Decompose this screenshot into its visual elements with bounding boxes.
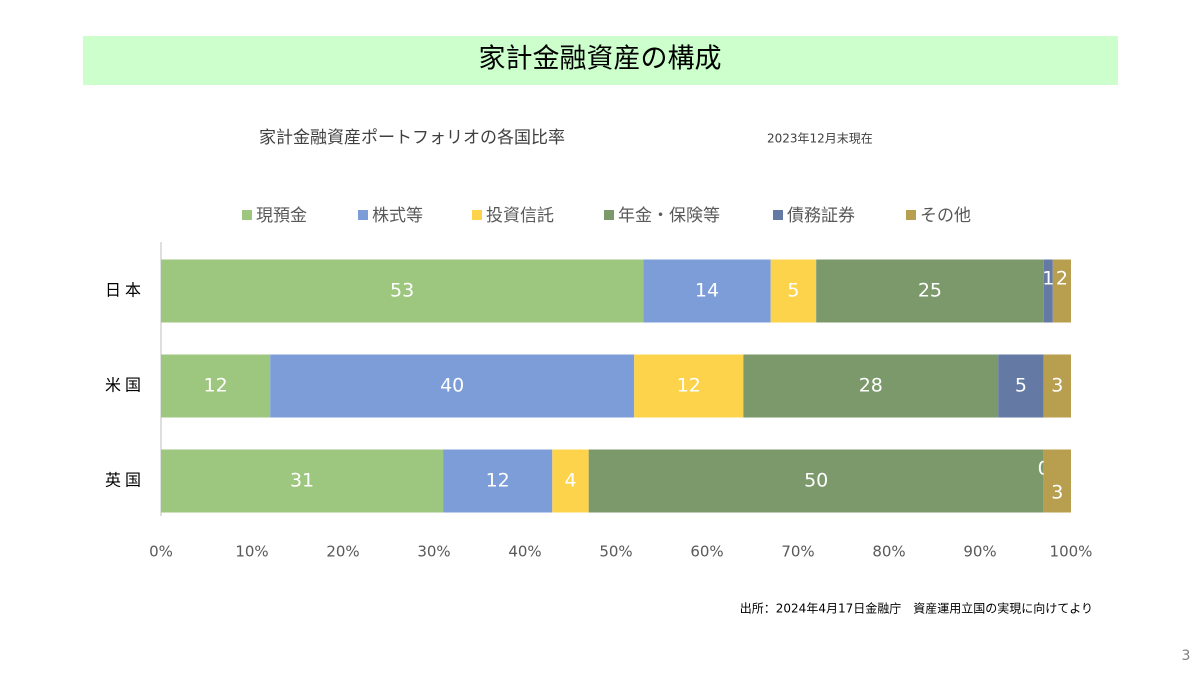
data-label: 5 bbox=[1015, 375, 1027, 397]
x-tick-label: 70% bbox=[781, 543, 814, 561]
data-label: 4 bbox=[564, 470, 576, 492]
data-label: 50 bbox=[804, 470, 828, 492]
data-label: 12 bbox=[677, 375, 701, 397]
bar-segment bbox=[1052, 259, 1071, 323]
data-label: 2 bbox=[1056, 268, 1068, 290]
x-tick-label: 60% bbox=[690, 543, 723, 561]
data-label: 3 bbox=[1051, 375, 1063, 397]
slide-title: 家計金融資産の構成 bbox=[479, 44, 722, 75]
data-label: 25 bbox=[918, 280, 942, 302]
bar-segment bbox=[588, 449, 1044, 513]
x-tick-label: 90% bbox=[963, 543, 996, 561]
legend-label: 年金・保険等 bbox=[618, 206, 720, 226]
bar-segment bbox=[816, 259, 1044, 323]
bar-segment bbox=[1043, 354, 1071, 418]
bar-segment bbox=[1043, 259, 1053, 323]
source-note: 出所：2024年4月17日金融庁 資産運用立国の実現に向けてより bbox=[740, 601, 1093, 616]
legend-label: 債務証券 bbox=[787, 206, 855, 226]
bar-segment bbox=[634, 354, 744, 418]
data-label: 31 bbox=[290, 470, 314, 492]
bar-segment bbox=[643, 259, 771, 323]
data-label: 53 bbox=[390, 280, 414, 302]
legend-swatch bbox=[906, 210, 916, 220]
legend-swatch bbox=[242, 210, 252, 220]
data-label: 28 bbox=[859, 375, 883, 397]
x-tick-label: 80% bbox=[872, 543, 905, 561]
bar-segment bbox=[1043, 449, 1071, 513]
x-tick-label: 50% bbox=[599, 543, 632, 561]
legend-swatch bbox=[773, 210, 783, 220]
page-number: 3 bbox=[1182, 648, 1191, 664]
x-tick-label: 100% bbox=[1050, 543, 1093, 561]
y-tick-label: 英国 bbox=[105, 471, 145, 490]
bar-segment bbox=[161, 449, 444, 513]
x-tick-label: 20% bbox=[326, 543, 359, 561]
chart-title: 家計金融資産ポートフォリオの各国比率 bbox=[259, 128, 565, 148]
legend-label: 現預金 bbox=[256, 206, 307, 226]
bar-segment bbox=[161, 259, 644, 323]
x-tick-label: 30% bbox=[417, 543, 450, 561]
y-tick-label: 米国 bbox=[105, 376, 145, 395]
x-tick-label: 40% bbox=[508, 543, 541, 561]
bar-segment bbox=[161, 354, 271, 418]
bar-segment bbox=[998, 354, 1044, 418]
bar-segment bbox=[770, 259, 817, 323]
legend-swatch bbox=[358, 210, 368, 220]
x-tick-label: 0% bbox=[149, 543, 173, 561]
data-label: 12 bbox=[486, 470, 510, 492]
title-banner bbox=[83, 36, 1118, 85]
data-label: 5 bbox=[787, 280, 799, 302]
legend-swatch bbox=[472, 210, 482, 220]
data-label: 40 bbox=[440, 375, 464, 397]
legend-label: その他 bbox=[920, 206, 971, 226]
legend-label: 投資信託 bbox=[486, 206, 554, 226]
bar-segment bbox=[443, 449, 553, 513]
legend-swatch bbox=[604, 210, 614, 220]
data-label: 14 bbox=[695, 280, 719, 302]
legend-label: 株式等 bbox=[372, 206, 423, 226]
chart-subtitle: 2023年12月末現在 bbox=[767, 132, 873, 146]
data-label: 3 bbox=[1051, 482, 1063, 504]
bar-segment bbox=[552, 449, 589, 513]
y-tick-label: 日本 bbox=[105, 281, 145, 300]
x-tick-label: 10% bbox=[235, 543, 268, 561]
data-label: 1 bbox=[1042, 268, 1054, 290]
data-label: 12 bbox=[204, 375, 228, 397]
bar-segment bbox=[743, 354, 999, 418]
bar-segment bbox=[270, 354, 635, 418]
